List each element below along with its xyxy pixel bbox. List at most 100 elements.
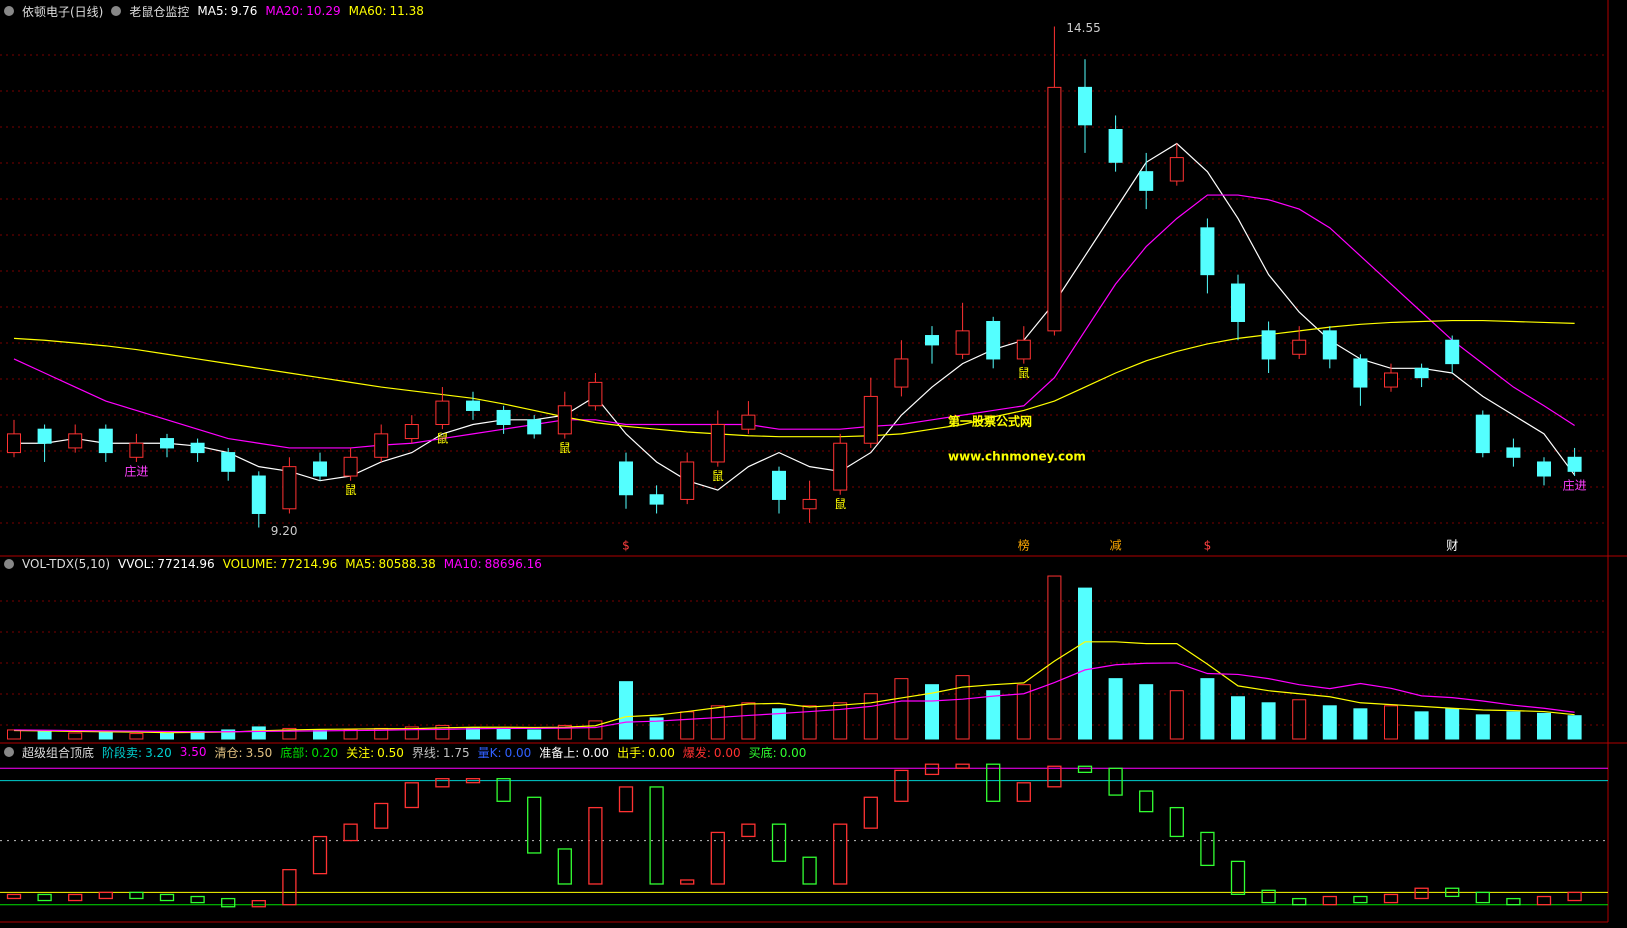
step-box — [1506, 897, 1521, 906]
step-box — [771, 823, 787, 862]
legend-name: MA5 — [197, 4, 227, 18]
step-box — [98, 891, 113, 900]
annotation: 14.55 — [1066, 21, 1100, 35]
step-box — [312, 835, 328, 875]
legend-name: 清仓 — [215, 746, 243, 760]
legend-name: 界线 — [412, 746, 440, 760]
volume-bar — [1078, 587, 1092, 740]
candle-body — [1475, 414, 1490, 454]
candle-body — [986, 320, 1001, 360]
step-box — [680, 879, 695, 885]
candle-body — [313, 461, 327, 477]
legend-value: 3.50 — [245, 745, 273, 760]
step-box — [465, 778, 481, 784]
candle-body — [772, 470, 786, 500]
candle-body — [894, 358, 909, 388]
volume-bar — [251, 726, 266, 740]
candle-body — [1537, 461, 1551, 477]
step-box — [618, 786, 634, 813]
legend-value: 77214.96 — [279, 557, 338, 571]
candle-body — [1445, 339, 1460, 365]
legend-name: MA10 — [444, 557, 482, 571]
icon — [4, 6, 14, 16]
legend-item: MA6011.38 — [349, 4, 424, 18]
legend-value: 0.00 — [713, 745, 741, 760]
ma-line — [13, 194, 1575, 449]
step-box — [1047, 765, 1062, 788]
volume-bar — [1384, 705, 1398, 740]
legend-value: 77214.96 — [157, 557, 215, 571]
annotation: $ — [622, 539, 630, 553]
volume-bar — [1353, 708, 1368, 740]
annotation: 财 — [1446, 539, 1458, 553]
candle-body — [1169, 157, 1184, 182]
step-box — [1322, 895, 1337, 906]
ma-line — [13, 319, 1575, 438]
legend-item: 爆发0.00 — [683, 744, 741, 761]
step-box — [435, 778, 450, 788]
step-box — [557, 848, 572, 885]
volume-bar — [986, 690, 1001, 740]
step-box — [68, 893, 83, 902]
step-box — [190, 895, 205, 904]
volume-bar — [37, 730, 52, 740]
step-box — [955, 763, 970, 769]
volume-bar — [925, 684, 939, 740]
step-box — [159, 893, 175, 902]
legend-value: 88696.16 — [484, 557, 542, 571]
candle-body — [282, 466, 297, 510]
candle-body — [1353, 358, 1368, 388]
candle-body — [1231, 283, 1245, 322]
candle-body — [466, 400, 480, 411]
candle-body — [435, 400, 450, 426]
candle-body — [129, 442, 144, 458]
volume-bar — [1169, 690, 1184, 740]
volume-bar — [955, 675, 970, 740]
volume-bar — [1016, 684, 1031, 740]
icon — [4, 559, 14, 569]
legend-item: 阶段卖3.20 — [102, 744, 172, 761]
candle-body — [1261, 330, 1276, 360]
step-box — [1292, 897, 1307, 906]
legend-name: 阶段卖 — [102, 746, 142, 760]
candle-body — [619, 461, 633, 496]
step-box — [221, 897, 236, 908]
watermark: 第一股票公式网 — [948, 414, 1032, 429]
volume-bar — [282, 727, 297, 740]
volume-ma-line — [13, 641, 1575, 734]
volume-bar — [1445, 708, 1460, 740]
step-box — [6, 893, 22, 900]
candle-body — [557, 405, 572, 435]
watermark: www.chnmoney.com — [948, 450, 1086, 464]
step-box — [649, 786, 664, 885]
step-box — [802, 856, 817, 885]
legend-value: 9.76 — [230, 4, 258, 18]
volume-bar — [680, 711, 695, 740]
candle-body — [680, 461, 695, 500]
volume-bar — [68, 732, 83, 740]
candle-body — [649, 494, 664, 505]
volume-bar — [1139, 684, 1154, 740]
legend-value: 11.38 — [389, 4, 424, 18]
legend-value: 3.50 — [179, 745, 207, 759]
legend-item: 底部0.20 — [280, 744, 338, 761]
legend-value: 0.00 — [582, 745, 610, 760]
step-box — [986, 763, 1001, 802]
legend-value: 0.00 — [648, 745, 675, 760]
candle-body — [98, 428, 113, 454]
step-box — [1077, 765, 1093, 773]
candle-body — [7, 433, 21, 454]
candle-body — [1384, 372, 1398, 388]
volume-bar — [894, 678, 909, 740]
step-box — [710, 831, 725, 885]
legend-item: 出手0.00 — [617, 744, 675, 761]
legend-item: 量K0.00 — [478, 744, 532, 761]
volume-bar — [1261, 702, 1276, 740]
volume-bar — [619, 681, 633, 740]
legend-value: 0.00 — [504, 745, 532, 760]
step-box — [741, 823, 756, 838]
candle-body — [1108, 129, 1123, 163]
legend-name: 爆发 — [683, 746, 711, 760]
